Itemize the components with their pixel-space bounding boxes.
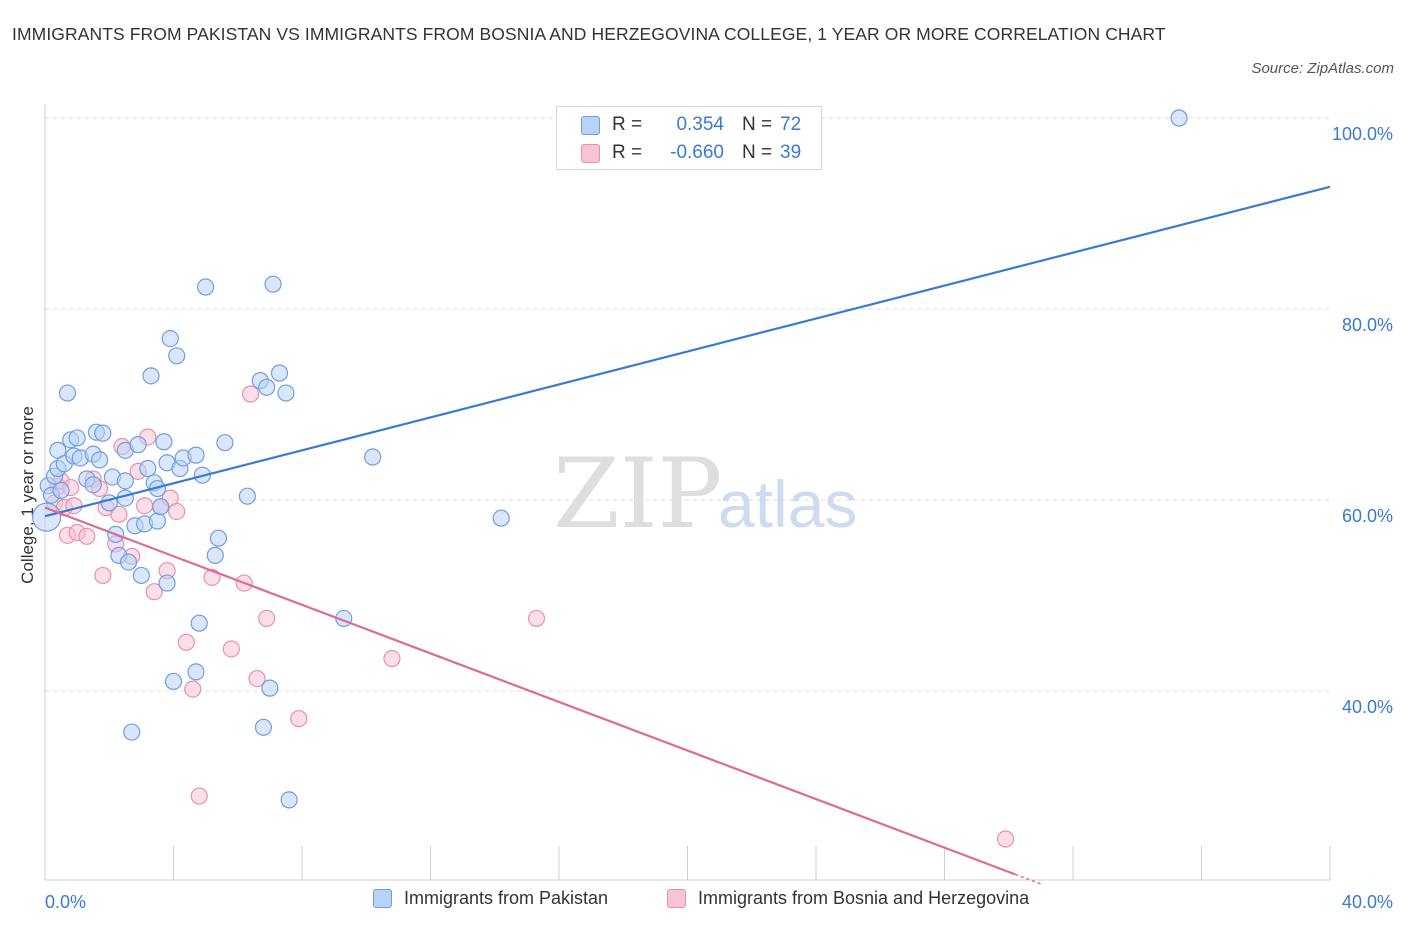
data-point-bosnia [222, 640, 240, 658]
data-point-pakistan [238, 487, 256, 505]
data-point-pakistan [168, 347, 186, 365]
data-point-pakistan [216, 434, 234, 452]
data-point-pakistan [164, 672, 183, 691]
data-point-bosnia [248, 669, 266, 688]
data-point-bosnia [110, 505, 128, 523]
data-point-bosnia [383, 649, 401, 668]
r-label: R = [612, 114, 643, 135]
trend-lines [44, 185, 1331, 885]
data-point-pakistan [58, 384, 77, 402]
data-point-pakistan [254, 718, 273, 736]
data-point-pakistan [123, 723, 141, 741]
r-value-pakistan: 0.354 [676, 114, 724, 135]
data-point-pakistan [119, 553, 138, 571]
data-point-pakistan [206, 546, 224, 564]
data-point-pakistan [155, 433, 173, 451]
data-point-pakistan [264, 275, 282, 293]
data-point-pakistan [91, 451, 109, 469]
y-tick-label: 40.0% [1342, 697, 1393, 717]
data-point-pakistan [1170, 109, 1188, 127]
n-label: N = [742, 142, 773, 163]
correlation-legend: R = 0.354 N = 72 R = -0.660 N = 39 [556, 106, 822, 170]
data-point-pakistan [492, 509, 510, 527]
legend-swatch-pakistan [373, 889, 392, 908]
data-point-pakistan [187, 446, 205, 464]
data-point-pakistan [152, 498, 170, 516]
n-value-bosnia: 39 [780, 142, 802, 163]
data-point-pakistan [197, 278, 215, 296]
gridlines [45, 117, 1330, 692]
data-point-pakistan [129, 436, 147, 454]
data-point-bosnia [996, 830, 1015, 848]
data-point-bosnia [527, 609, 546, 628]
legend-item-pakistan[interactable]: Immigrants from Pakistan [373, 888, 608, 909]
r-label: R = [612, 142, 643, 163]
tick-labels: 40.0% 60.0% 80.0% 100.0% 0.0% 40.0% [45, 124, 1393, 912]
data-point-pakistan [142, 367, 160, 385]
legend-swatch-pakistan [581, 115, 600, 135]
watermark-zip: ZIP [553, 438, 722, 550]
data-point-pakistan [68, 429, 86, 447]
legend-row-bosnia: R = -0.660 N = 39 [581, 140, 801, 166]
data-point-bosnia [135, 497, 154, 515]
data-point-bosnia [94, 566, 112, 585]
legend-swatch-bosnia [667, 889, 686, 908]
data-point-pakistan [190, 614, 208, 632]
source-label: Source: ZipAtlas.com [1251, 60, 1394, 77]
data-point-pakistan [261, 679, 279, 697]
data-point-pakistan [161, 330, 179, 348]
data-point-pakistan [258, 378, 276, 396]
legend-label-pakistan: Immigrants from Pakistan [404, 888, 609, 908]
data-point-bosnia [242, 385, 260, 403]
x-tick-label: 40.0% [1342, 892, 1393, 912]
data-point-bosnia [78, 527, 96, 545]
data-point-pakistan [277, 384, 295, 402]
data-point-pakistan [139, 459, 157, 478]
legend-row-pakistan: R = 0.354 N = 72 [581, 112, 801, 138]
data-point-pakistan [84, 476, 102, 494]
data-point-pakistan [52, 481, 70, 500]
legend-item-bosnia[interactable]: Immigrants from Bosnia and Herzegovina [667, 888, 1029, 909]
data-point-bosnia [184, 680, 202, 698]
data-point-bosnia [145, 583, 163, 601]
data-point-pakistan [148, 512, 167, 530]
data-point-pakistan [270, 364, 289, 382]
y-tick-label: 60.0% [1342, 506, 1393, 526]
chart-title: IMMIGRANTS FROM PAKISTAN VS IMMIGRANTS F… [12, 24, 1166, 44]
n-value-pakistan: 72 [780, 114, 802, 135]
data-point-bosnia [190, 787, 208, 805]
r-value-bosnia: -0.660 [670, 142, 724, 163]
x-tick-label: 0.0% [45, 892, 86, 912]
n-label: N = [742, 114, 773, 135]
data-point-pakistan [209, 529, 228, 547]
legend-swatch-bosnia [581, 143, 600, 163]
legend-label-bosnia: Immigrants from Bosnia and Herzegovina [698, 888, 1030, 908]
data-point-bosnia [290, 710, 308, 728]
trend-line-pakistan [44, 185, 1331, 518]
data-point-pakistan [187, 663, 205, 681]
y-tick-label: 80.0% [1342, 315, 1393, 335]
data-point-pakistan [364, 448, 382, 466]
watermark-atlas: atlas [718, 467, 857, 541]
data-point-pakistan [158, 574, 176, 592]
data-point-pakistan [280, 791, 298, 809]
data-point-pakistan [132, 566, 150, 585]
data-point-bosnia [258, 609, 276, 628]
y-tick-label: 100.0% [1332, 124, 1393, 144]
series-legend: Immigrants from Pakistan Immigrants from… [0, 888, 1406, 916]
data-point-bosnia [177, 633, 195, 651]
data-point-pakistan [116, 472, 134, 490]
data-point-pakistan [94, 424, 112, 442]
trend-line-bosnia [44, 506, 1016, 876]
trend-line-bosnia-extension [1014, 873, 1042, 885]
data-point-bosnia [168, 502, 186, 521]
